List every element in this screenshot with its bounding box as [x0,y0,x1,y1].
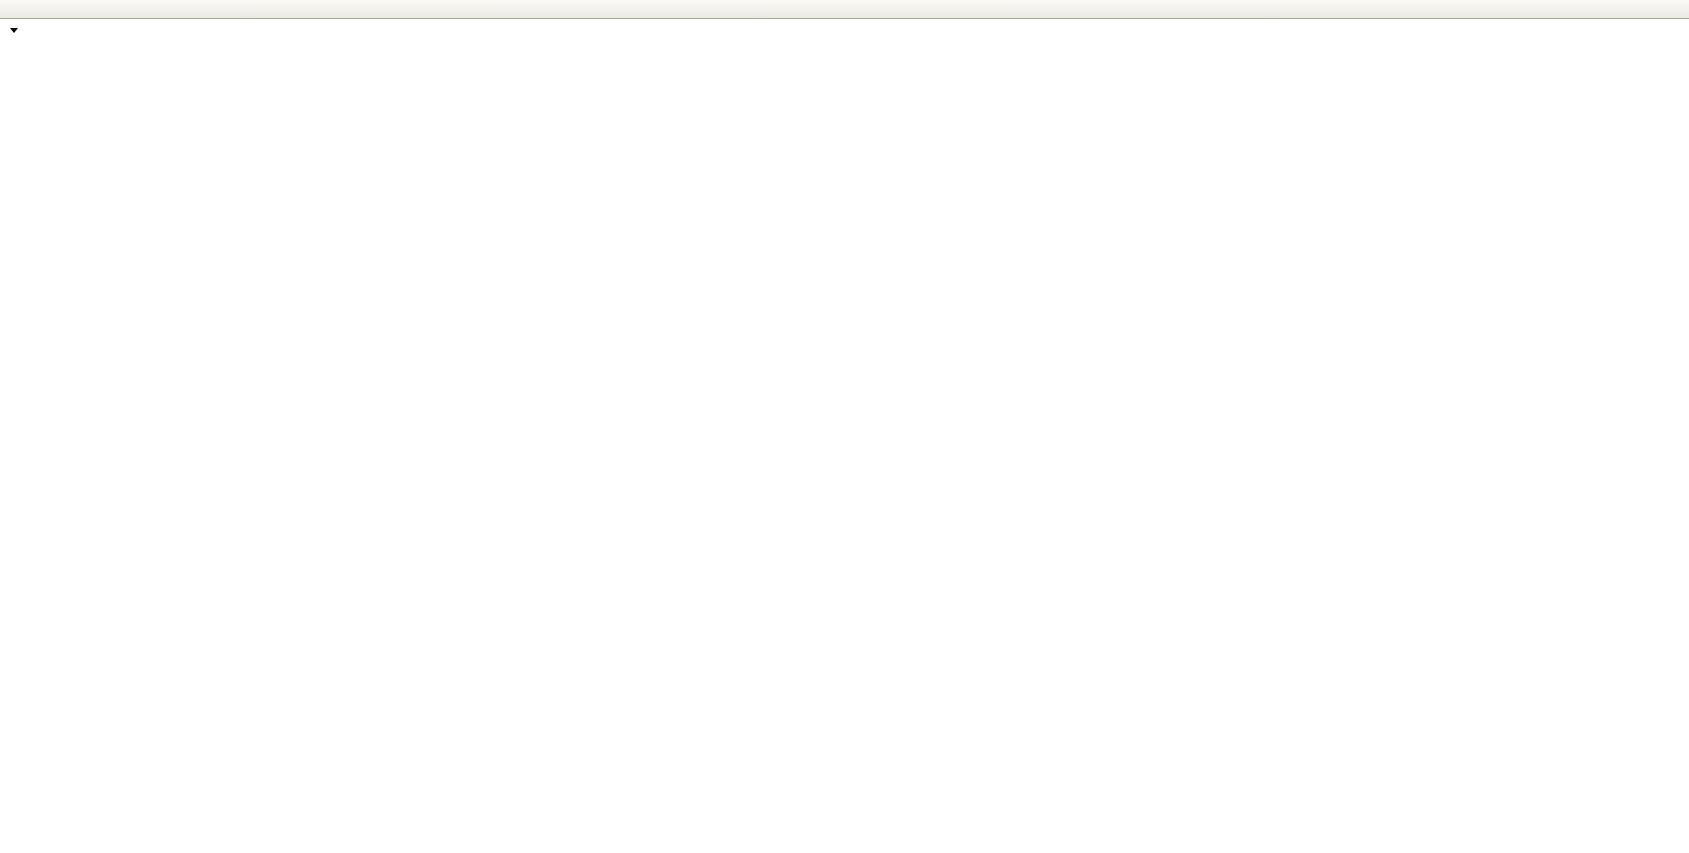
toolbar [0,0,1689,19]
symbol-dropdown-icon[interactable] [10,28,18,33]
